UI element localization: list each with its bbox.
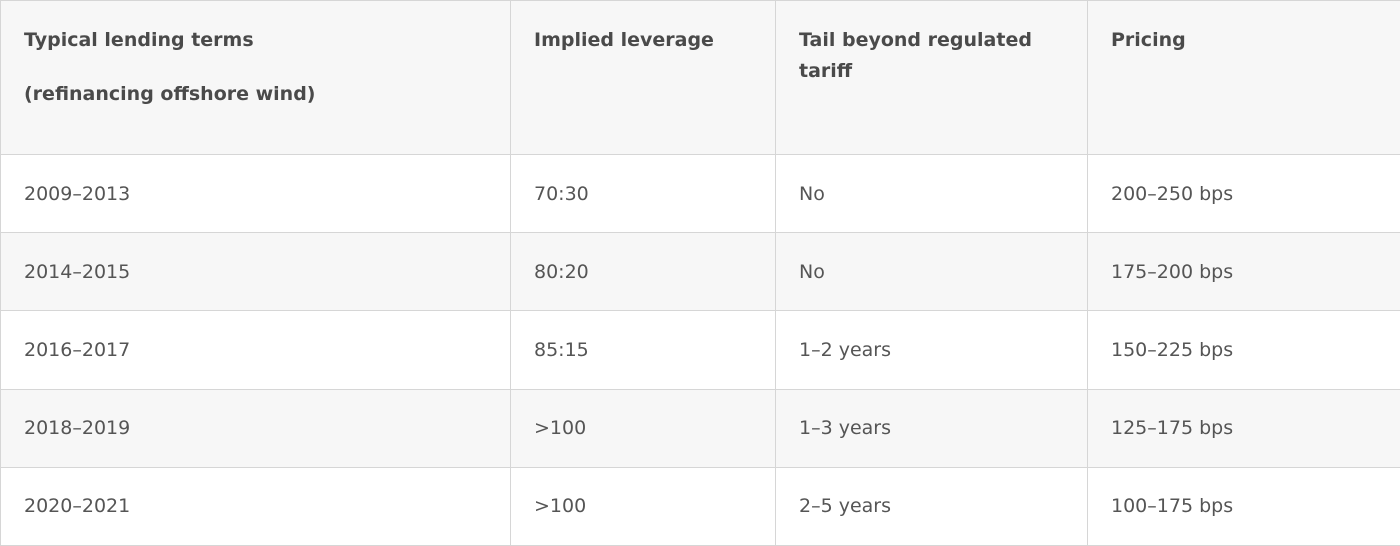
cell-leverage: 80:20 — [510, 232, 776, 312]
header-pricing-label: Pricing — [1111, 29, 1186, 51]
cell-leverage: 70:30 — [510, 153, 776, 234]
table-body: 2009–2013 70:30 No 200–250 bps 2014–2015… — [0, 153, 1400, 546]
cell-period: 2014–2015 — [0, 232, 511, 312]
cell-period: 2009–2013 — [0, 153, 511, 234]
cell-pricing: 150–225 bps — [1087, 310, 1400, 390]
header-lending-terms: Typical lending terms (refinancing offsh… — [0, 0, 511, 155]
table-row: 2014–2015 80:20 No 175–200 bps — [0, 232, 1400, 312]
cell-pricing: 125–175 bps — [1087, 388, 1400, 468]
cell-tail: 1–3 years — [775, 388, 1088, 468]
cell-leverage: >100 — [510, 388, 776, 468]
cell-leverage: 85:15 — [510, 310, 776, 390]
cell-period: 2016–2017 — [0, 310, 511, 390]
cell-tail: 1–2 years — [775, 310, 1088, 390]
cell-period: 2018–2019 — [0, 388, 511, 468]
cell-tail: No — [775, 232, 1088, 312]
header-row: Typical lending terms (refinancing offsh… — [0, 0, 1400, 155]
table-header: Typical lending terms (refinancing offsh… — [0, 0, 1400, 155]
header-implied-leverage-label: Implied leverage — [534, 29, 714, 51]
cell-tail: 2–5 years — [775, 466, 1088, 546]
cell-leverage: >100 — [510, 466, 776, 546]
header-pricing: Pricing — [1087, 0, 1400, 155]
cell-period: 2020–2021 — [0, 466, 511, 546]
header-tail: Tail beyond regulated tariff — [775, 0, 1088, 155]
header-lending-terms-title: Typical lending terms — [24, 29, 254, 51]
table-row: 2018–2019 >100 1–3 years 125–175 bps — [0, 388, 1400, 468]
cell-pricing: 175–200 bps — [1087, 232, 1400, 312]
cell-pricing: 100–175 bps — [1087, 466, 1400, 546]
cell-tail: No — [775, 153, 1088, 234]
table-row: 2009–2013 70:30 No 200–250 bps — [0, 153, 1400, 234]
cell-pricing: 200–250 bps — [1087, 153, 1400, 234]
header-lending-terms-subtitle: (refinancing offshore wind) — [24, 83, 316, 105]
table-row: 2020–2021 >100 2–5 years 100–175 bps — [0, 466, 1400, 546]
header-implied-leverage: Implied leverage — [510, 0, 776, 155]
table-row: 2016–2017 85:15 1–2 years 150–225 bps — [0, 310, 1400, 390]
header-tail-label: Tail beyond regulated tariff — [799, 29, 1032, 82]
